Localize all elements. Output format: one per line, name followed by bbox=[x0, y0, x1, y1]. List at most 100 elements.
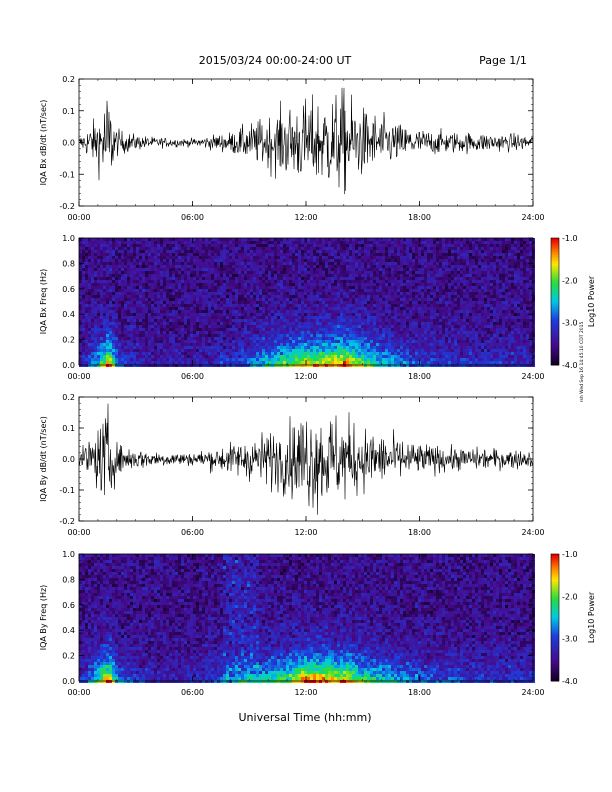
spectrogram-cell bbox=[412, 283, 415, 286]
spectrogram-cell bbox=[118, 304, 121, 307]
spectrogram-cell bbox=[313, 241, 316, 244]
spectrogram-cell bbox=[391, 241, 394, 244]
spectrogram-cell bbox=[274, 298, 277, 301]
spectrogram-cell bbox=[301, 265, 304, 268]
spectrogram-cell bbox=[298, 262, 301, 265]
spectrogram-cell bbox=[340, 349, 343, 352]
spectrogram-cell bbox=[214, 292, 217, 295]
spectrogram-cell bbox=[118, 286, 121, 289]
spectrogram-cell bbox=[166, 340, 169, 343]
spectrogram-cell bbox=[331, 325, 334, 328]
spectrogram-cell bbox=[244, 346, 247, 349]
spectrogram-cell bbox=[406, 358, 409, 361]
spectrogram-cell bbox=[397, 244, 400, 247]
spectrogram-cell bbox=[268, 265, 271, 268]
spectrogram-cell bbox=[118, 322, 121, 325]
spectrogram-cell bbox=[166, 280, 169, 283]
spectrogram-cell bbox=[415, 238, 418, 241]
spectrogram-cell bbox=[244, 289, 247, 292]
spectrogram-cell bbox=[328, 322, 331, 325]
spectrogram-cell bbox=[262, 319, 265, 322]
spectrogram-cell bbox=[241, 319, 244, 322]
spectrogram-cell bbox=[292, 361, 295, 364]
spectrogram-cell bbox=[175, 364, 178, 367]
spectrogram-cell bbox=[409, 349, 412, 352]
spectrogram-cell bbox=[265, 301, 268, 304]
spectrogram-cell bbox=[298, 331, 301, 334]
spectrogram-cell bbox=[157, 358, 160, 361]
spectrogram-cell bbox=[274, 301, 277, 304]
spectrogram-cell bbox=[259, 295, 262, 298]
spectrogram-cell bbox=[325, 364, 328, 367]
spectrogram-cell bbox=[304, 343, 307, 346]
spectrogram-cell bbox=[376, 253, 379, 256]
spectrogram-cell bbox=[88, 364, 91, 367]
spectrogram-cell bbox=[211, 244, 214, 247]
spectrogram-cell bbox=[376, 274, 379, 277]
spectrogram-cell bbox=[250, 265, 253, 268]
spectrogram-cell bbox=[196, 271, 199, 274]
spectrogram-cell bbox=[220, 340, 223, 343]
spectrogram-cell bbox=[145, 241, 148, 244]
spectrogram-cell bbox=[133, 337, 136, 340]
spectrogram-cell bbox=[94, 328, 97, 331]
spectrogram-cell bbox=[139, 259, 142, 262]
spectrogram-cell bbox=[166, 316, 169, 319]
spectrogram-cell bbox=[292, 355, 295, 358]
spectrogram-cell bbox=[364, 283, 367, 286]
spectrogram-cell bbox=[274, 328, 277, 331]
spectrogram-cell bbox=[361, 292, 364, 295]
spectrogram-cell bbox=[409, 298, 412, 301]
spectrogram-cell bbox=[385, 265, 388, 268]
spectrogram-cell bbox=[238, 301, 241, 304]
spectrogram-cell bbox=[247, 262, 250, 265]
spectrogram-cell bbox=[127, 280, 130, 283]
spectrogram-cell bbox=[382, 295, 385, 298]
spectrogram-cell bbox=[385, 259, 388, 262]
spectrogram-cell bbox=[295, 307, 298, 310]
spectrogram-cell bbox=[94, 361, 97, 364]
spectrogram-cell bbox=[271, 346, 274, 349]
spectrogram-cell bbox=[106, 331, 109, 334]
spectrogram-cell bbox=[79, 334, 82, 337]
spectrogram-cell bbox=[175, 304, 178, 307]
spectrogram-cell bbox=[232, 313, 235, 316]
spectrogram-cell bbox=[298, 355, 301, 358]
spectrogram-cell bbox=[340, 352, 343, 355]
spectrogram-cell bbox=[340, 259, 343, 262]
spectrogram-cell bbox=[79, 277, 82, 280]
spectrogram-cell bbox=[364, 331, 367, 334]
spectrogram-cell bbox=[304, 238, 307, 241]
spectrogram-cell bbox=[298, 271, 301, 274]
spectrogram-cell bbox=[154, 304, 157, 307]
spectrogram-cell bbox=[376, 316, 379, 319]
spectrogram-cell bbox=[322, 289, 325, 292]
spectrogram-cell bbox=[259, 268, 262, 271]
spectrogram-cell bbox=[331, 322, 334, 325]
spectrogram-cell bbox=[151, 286, 154, 289]
spectrogram-cell bbox=[136, 280, 139, 283]
spectrogram-cell bbox=[346, 343, 349, 346]
spectrogram-cell bbox=[160, 364, 163, 367]
spectrogram-cell bbox=[307, 337, 310, 340]
spectrogram-cell bbox=[376, 271, 379, 274]
spectrogram-cell bbox=[88, 292, 91, 295]
spectrogram-cell bbox=[202, 268, 205, 271]
spectrogram-cell bbox=[355, 304, 358, 307]
spectrogram-cell bbox=[277, 295, 280, 298]
spectrogram-cell bbox=[157, 307, 160, 310]
spectrogram-cell bbox=[109, 346, 112, 349]
spectrogram-cell bbox=[379, 259, 382, 262]
spectrogram-cell bbox=[157, 280, 160, 283]
spectrogram-cell bbox=[340, 298, 343, 301]
spectrogram-cell bbox=[235, 274, 238, 277]
spectrogram-cell bbox=[286, 343, 289, 346]
spectrogram-cell bbox=[370, 256, 373, 259]
spectrogram-cell bbox=[115, 283, 118, 286]
spectrogram-cell bbox=[256, 292, 259, 295]
spectrogram-cell bbox=[118, 319, 121, 322]
spectrogram-cell bbox=[268, 280, 271, 283]
spectrogram-cell bbox=[139, 346, 142, 349]
spectrogram-cell bbox=[265, 343, 268, 346]
spectrogram-cell bbox=[382, 301, 385, 304]
